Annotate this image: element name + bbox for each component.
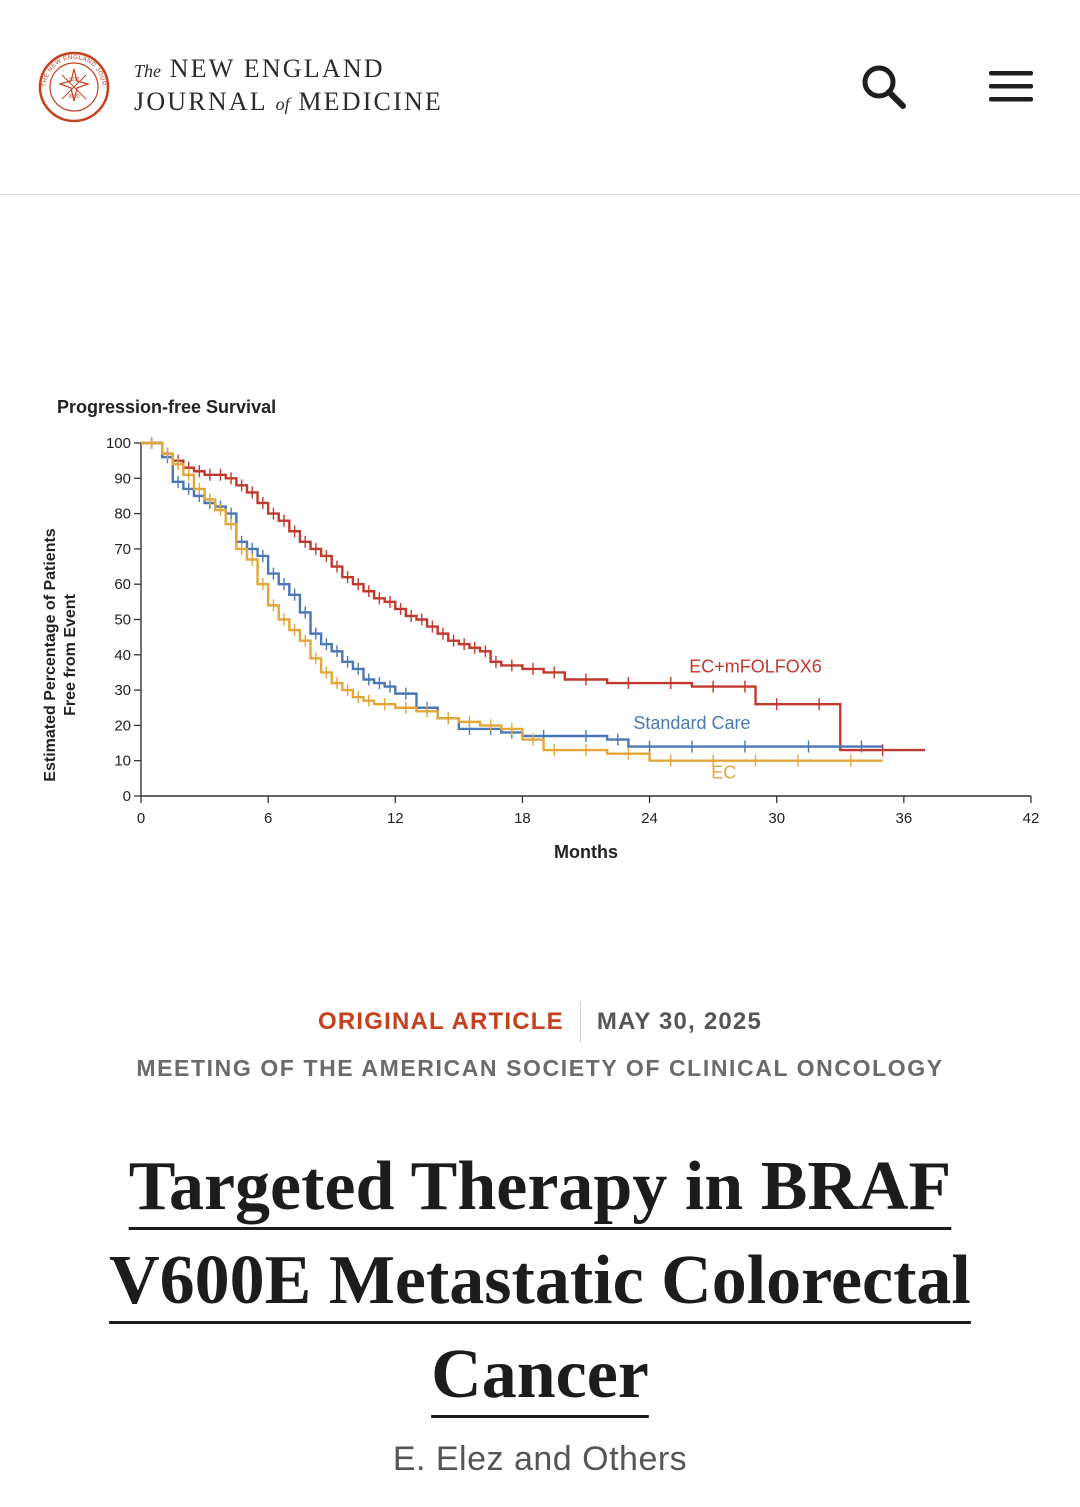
y-tick-label: 50 xyxy=(114,612,131,629)
x-tick-label: 18 xyxy=(514,810,531,827)
y-tick-label: 0 xyxy=(123,788,131,805)
wordmark-the: The xyxy=(134,61,161,81)
series-label-ec-mfolfox6: EC+mFOLFOX6 xyxy=(689,656,822,676)
nejm-logo-link[interactable]: THE NEW ENGLAND JOURNAL OF MEDICINE 1812… xyxy=(38,50,443,124)
hamburger-menu-icon xyxy=(989,71,1033,102)
article-date: MAY 30, 2025 xyxy=(596,1008,763,1035)
meta-divider xyxy=(579,1001,581,1043)
y-axis-label-line2: Free from Event xyxy=(62,593,79,715)
y-tick-label: 70 xyxy=(114,541,131,558)
x-tick-label: 12 xyxy=(387,810,404,827)
chart-series-labels: EC+mFOLFOX6 Standard Care EC xyxy=(633,656,821,782)
title-line-2: V600E Metastatic Colorectal xyxy=(109,1242,971,1319)
article-meta-row: ORIGINAL ARTICLE MAY 30, 2025 xyxy=(0,1000,1080,1044)
y-tick-label: 100 xyxy=(106,435,131,452)
article-title-link[interactable]: Targeted Therapy in BRAF V600E Metastatic… xyxy=(109,1148,971,1413)
y-tick-label: 30 xyxy=(114,682,131,699)
series-label-ec: EC xyxy=(711,762,736,782)
y-tick-label: 80 xyxy=(114,506,131,523)
wordmark-of: of xyxy=(275,94,290,114)
y-tick-label: 10 xyxy=(114,753,131,770)
y-tick-label: 20 xyxy=(114,717,131,734)
menu-button[interactable] xyxy=(983,58,1039,114)
wordmark-new-england: NEW ENGLAND xyxy=(169,54,385,83)
seal-year-2: 2020 xyxy=(68,94,79,100)
meeting-link[interactable]: MEETING OF THE AMERICAN SOCIETY OF CLINI… xyxy=(136,1055,944,1081)
chart-series xyxy=(141,437,926,767)
x-tick-label: 6 xyxy=(264,810,272,827)
search-button[interactable] xyxy=(855,58,911,114)
wordmark-medicine: MEDICINE xyxy=(298,87,444,116)
y-axis-label: Estimated Percentage of Patients Free fr… xyxy=(42,528,79,782)
x-tick-label: 24 xyxy=(641,810,658,827)
article-type-link[interactable]: ORIGINAL ARTICLE xyxy=(317,1008,564,1035)
title-line-1: Targeted Therapy in BRAF xyxy=(128,1148,952,1225)
site-header: THE NEW ENGLAND JOURNAL OF MEDICINE 1812… xyxy=(0,0,1080,195)
series-label-standard-care: Standard Care xyxy=(633,713,750,733)
pfs-figure[interactable]: Progression-free Survival Estimated Perc… xyxy=(30,385,1060,875)
x-tick-label: 0 xyxy=(137,810,145,827)
nejm-seal-icon: THE NEW ENGLAND JOURNAL OF MEDICINE 1812… xyxy=(38,51,110,123)
y-tick-label: 60 xyxy=(114,576,131,593)
pfs-chart: Progression-free Survival Estimated Perc… xyxy=(42,397,1039,862)
title-line-3: Cancer xyxy=(431,1336,649,1413)
series-line-ec xyxy=(141,441,883,762)
y-axis-label-line1: Estimated Percentage of Patients xyxy=(42,528,59,782)
article-title: Targeted Therapy in BRAF V600E Metastatic… xyxy=(40,1140,1040,1422)
nejm-wordmark: The NEW ENGLAND JOURNAL of MEDICINE xyxy=(134,54,443,120)
seal-year-1: 1812 xyxy=(68,77,79,83)
search-icon xyxy=(862,65,906,109)
x-tick-label: 36 xyxy=(896,810,913,827)
y-tick-label: 40 xyxy=(114,647,131,664)
x-tick-label: 30 xyxy=(768,810,785,827)
wordmark-journal: JOURNAL xyxy=(134,87,267,116)
chart-axes: 0 10 20 30 40 50 60 70 80 90 100 0 6 12 18 24 30 36 42 xyxy=(106,435,1039,827)
x-tick-label: 42 xyxy=(1023,810,1040,827)
y-tick-label: 90 xyxy=(114,470,131,487)
series-line-ec-mfolfox6 xyxy=(141,441,926,752)
chart-title: Progression-free Survival xyxy=(57,397,276,417)
x-axis-label: Months xyxy=(554,842,618,862)
article-authors: E. Elez and Others xyxy=(392,1440,688,1478)
